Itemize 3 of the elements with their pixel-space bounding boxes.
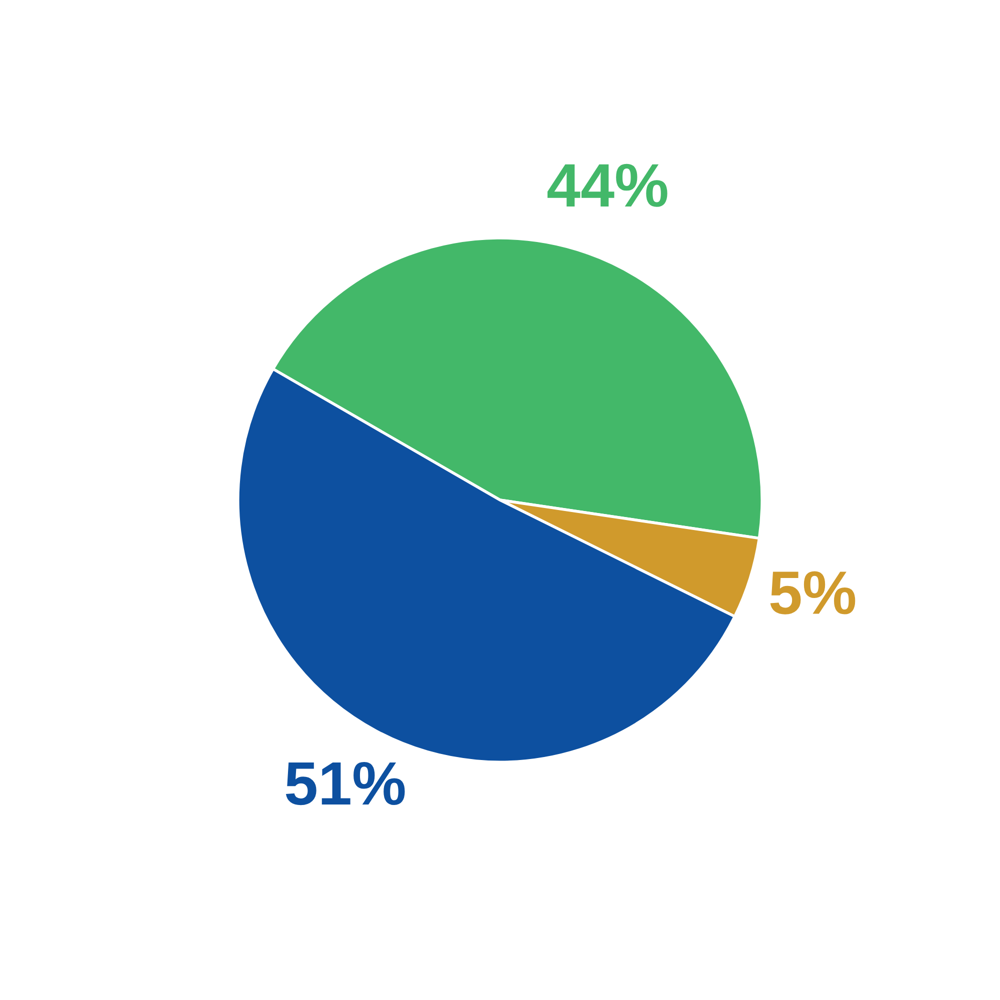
data-label: 51%: [286, 762, 405, 806]
data-label: 44%: [548, 164, 668, 207]
data-label: 5%: [770, 571, 856, 614]
